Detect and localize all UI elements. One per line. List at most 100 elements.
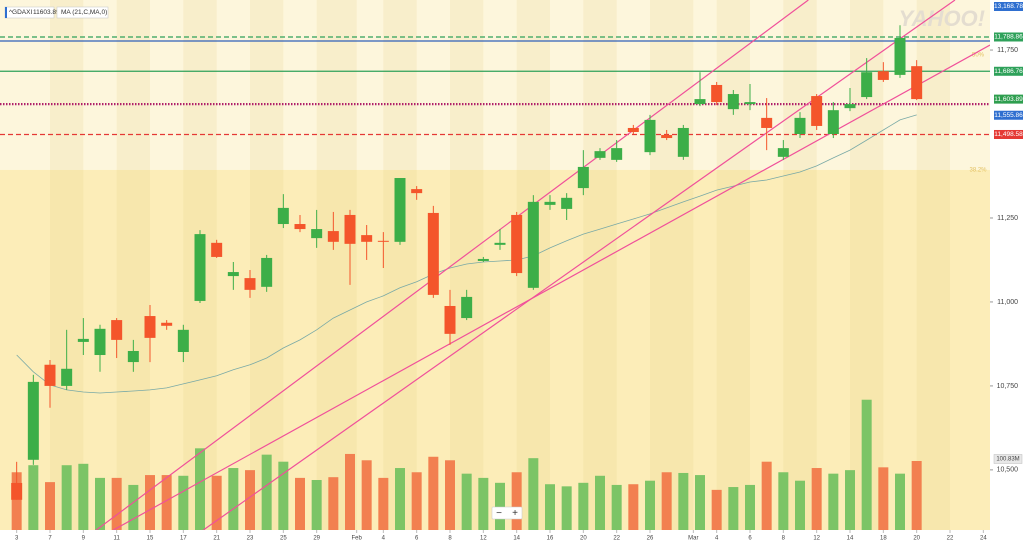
x-tick-label: 22	[947, 536, 954, 542]
candle-body	[711, 84, 723, 103]
volume-bar	[211, 475, 222, 530]
volume-bar	[511, 472, 522, 530]
fib-label: 50%	[972, 53, 985, 59]
y-tick-label: 10,500	[997, 467, 1019, 474]
candle-body	[477, 258, 489, 261]
candle-body	[644, 119, 656, 153]
candle-body	[94, 328, 106, 356]
volume-bar	[578, 482, 589, 530]
zoom-control	[491, 506, 523, 520]
zoom-out[interactable]: −	[496, 508, 502, 519]
x-tick-label: 6	[415, 536, 419, 542]
candle-body	[211, 242, 223, 257]
level-label-box	[994, 66, 1023, 76]
candle-body	[761, 117, 773, 128]
time-band	[450, 0, 484, 530]
volume-bar	[245, 470, 255, 530]
time-band	[650, 0, 694, 530]
legend-symbol: ^GDAXI	[9, 9, 32, 16]
volume-bar	[278, 461, 289, 530]
volume-bar	[795, 480, 805, 530]
volume-bar	[478, 477, 489, 530]
candle-body	[244, 278, 256, 290]
x-tick-label: 14	[847, 536, 854, 542]
x-tick-label: 6	[748, 536, 752, 542]
volume-bar	[645, 480, 655, 530]
candle-body	[877, 71, 889, 80]
candle-body	[894, 37, 906, 75]
volume-bar	[145, 475, 155, 530]
trendline	[95, 0, 809, 530]
candle-body	[827, 110, 839, 135]
price-flag: 11,603.89	[994, 96, 1023, 103]
volume-bar	[345, 453, 355, 530]
candle-body	[577, 166, 589, 189]
volume-bar	[228, 468, 239, 530]
x-tick-label: 7	[48, 536, 52, 542]
candle-body	[11, 482, 23, 500]
overlay: ^GDAXI 11603.89 MA (21,C,MA,0) − +	[4, 6, 523, 520]
x-tick-label: 12	[813, 536, 820, 542]
candle-body	[194, 234, 206, 301]
candle-body	[277, 207, 289, 225]
volume-bar	[878, 467, 889, 530]
volume-bar	[495, 482, 505, 530]
price-flag-box	[994, 110, 1023, 120]
candle-body	[844, 104, 856, 109]
candle-body	[627, 127, 639, 132]
volume-tick-label: 100.83M	[996, 457, 1019, 463]
x-tick-label: 14	[513, 536, 520, 542]
trendline	[113, 44, 990, 530]
candle-body	[744, 102, 756, 105]
candle-body	[561, 197, 573, 209]
volume-bar	[178, 475, 189, 530]
x-tick-label: 24	[980, 536, 987, 542]
x-tick-label: 12	[480, 536, 487, 542]
candle-body	[427, 212, 439, 295]
price-flag-box	[994, 94, 1023, 104]
volume-tick-box	[993, 454, 1023, 464]
x-tick-label: 25	[280, 536, 287, 542]
x-tick-label: 9	[82, 536, 86, 542]
volume-bar	[195, 448, 205, 530]
volume-bar	[911, 460, 922, 530]
x-tick-label: Feb	[351, 536, 362, 542]
volume-bar	[778, 472, 789, 530]
x-tick-label: 8	[782, 536, 786, 542]
volume-bar	[711, 489, 722, 530]
x-tick-label: 15	[147, 536, 154, 542]
volume-bar	[895, 473, 905, 530]
volume-bar	[728, 487, 739, 530]
candle-body	[611, 148, 623, 160]
volume-bar	[128, 484, 139, 530]
y-tick-label: 11,000	[997, 299, 1018, 306]
candle-body	[177, 329, 189, 352]
volume-bar	[411, 472, 422, 530]
fib-label: 38.2%	[969, 168, 987, 174]
top-flag: 13,168.78	[994, 3, 1023, 10]
time-axis-panel	[0, 530, 1024, 549]
volume-bar	[861, 399, 872, 530]
time-band	[783, 0, 817, 530]
candle-body	[311, 229, 323, 239]
level-label-box	[994, 129, 1023, 139]
zoom-in[interactable]: +	[512, 508, 518, 519]
volume-bar	[845, 470, 855, 530]
candle-body	[811, 96, 823, 126]
level-label-box	[994, 32, 1023, 42]
volume-bar	[11, 472, 22, 530]
volume-bar	[378, 477, 389, 530]
time-band	[50, 0, 84, 530]
y-tick-label: 11,750	[997, 47, 1018, 54]
volume-bar	[461, 473, 472, 530]
candle-body	[677, 127, 689, 157]
volume-bar	[78, 463, 89, 530]
volume-bar	[45, 482, 55, 530]
candle-body	[44, 364, 56, 386]
volume-bar	[445, 460, 455, 530]
volume-bar	[161, 475, 172, 530]
legend-box	[56, 6, 109, 19]
x-tick-label: 17	[180, 536, 187, 542]
x-tick-label: 4	[715, 536, 719, 542]
time-band	[716, 0, 750, 530]
